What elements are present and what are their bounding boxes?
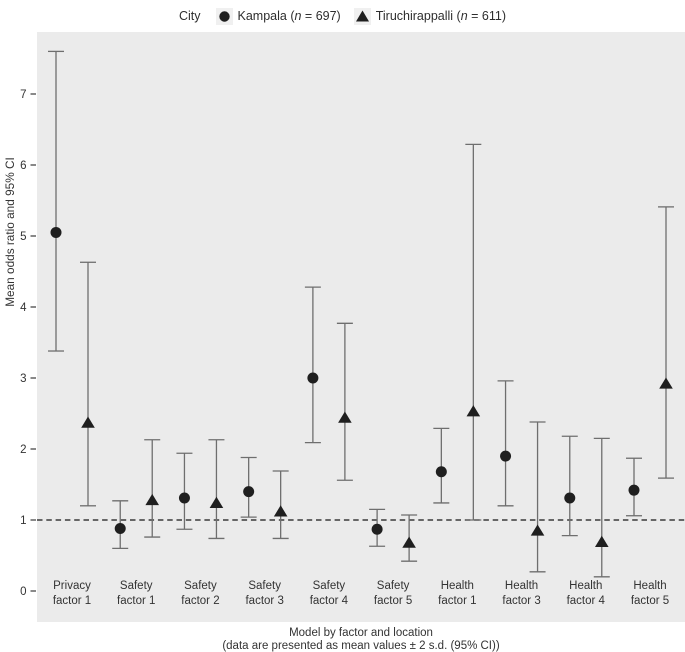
legend-title: City	[178, 9, 201, 23]
data-point-circle	[178, 492, 190, 504]
data-point-circle	[307, 372, 319, 384]
data-point-circle	[243, 486, 255, 498]
data-point-triangle	[81, 416, 95, 428]
category-label: Health factor 1	[438, 580, 476, 607]
x-axis-title-line2: (data are presented as mean values ± 2 s…	[222, 640, 500, 652]
triangle-marker-icon	[353, 7, 371, 25]
category-label: Safety factor 5	[374, 580, 412, 607]
y-tick-label: 3	[20, 373, 26, 385]
circle-marker-icon	[215, 7, 233, 25]
y-tick-label: 4	[20, 302, 27, 314]
category-label: Health factor 4	[567, 580, 606, 607]
data-point-circle	[50, 226, 62, 238]
data-point-circle	[500, 450, 512, 462]
y-tick-label: 7	[20, 89, 26, 101]
data-point-triangle	[209, 496, 224, 508]
category-label: Health factor 3	[502, 580, 540, 607]
y-tick-label: 6	[20, 160, 26, 172]
data-point-triangle	[530, 524, 545, 536]
data-point-triangle	[338, 411, 352, 423]
data-point-triangle	[273, 505, 288, 517]
data-point-circle	[435, 466, 447, 478]
category-label: Safety factor 3	[245, 580, 283, 607]
y-tick-label: 0	[20, 586, 26, 598]
data-point-triangle	[659, 377, 673, 389]
plot-panel	[37, 32, 685, 622]
data-point-triangle	[402, 536, 416, 548]
category-label: Health factor 5	[631, 580, 669, 607]
legend-item-kampala: Kampala (n = 697)	[215, 7, 341, 25]
legend-label: Tiruchirappalli (n = 611)	[375, 9, 506, 23]
category-label: Privacy factor 1	[53, 580, 91, 607]
category-label: Safety factor 2	[181, 580, 219, 607]
category-label: Safety factor 4	[310, 580, 349, 607]
x-axis-title-line1: Model by factor and location	[289, 627, 433, 639]
data-point-triangle	[466, 405, 481, 417]
y-tick-label: 2	[20, 444, 26, 456]
y-tick-label: 1	[20, 515, 26, 527]
y-axis-title: Mean odds ratio and 95% CI	[3, 157, 17, 307]
data-point-triangle	[145, 493, 160, 506]
legend: City Kampala (n = 697) Tiruchirappalli (n…	[0, 2, 685, 30]
data-point-circle	[564, 492, 576, 504]
legend-label: Kampala (n = 697)	[237, 9, 341, 23]
data-point-circle	[371, 523, 383, 535]
data-point-circle	[114, 523, 126, 535]
legend-item-tiruchirappalli: Tiruchirappalli (n = 611)	[353, 7, 506, 25]
data-point-triangle	[594, 535, 609, 548]
category-label: Safety factor 1	[117, 580, 155, 607]
y-tick-label: 5	[20, 231, 26, 243]
data-point-circle	[628, 484, 640, 496]
